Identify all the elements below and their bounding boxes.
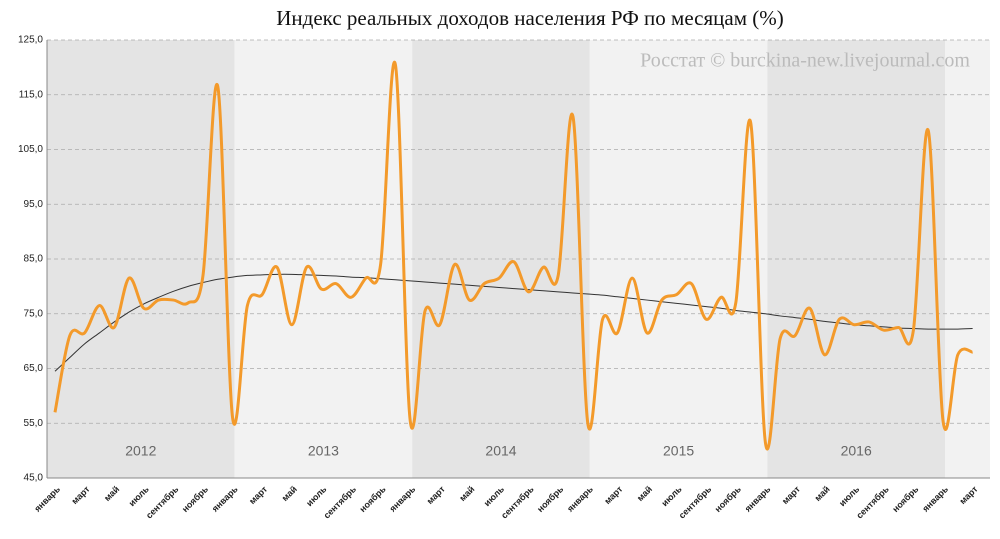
year-band bbox=[412, 40, 590, 478]
year-label: 2012 bbox=[125, 443, 156, 459]
x-tick-label: март bbox=[70, 484, 93, 507]
year-label: 2015 bbox=[663, 443, 694, 459]
x-tick-label: март bbox=[958, 484, 981, 507]
x-tick-label: март bbox=[780, 484, 803, 507]
x-tick-label: ноябрь bbox=[535, 484, 565, 514]
x-tick-label: март bbox=[602, 484, 625, 507]
x-tick-label: май bbox=[813, 484, 832, 503]
x-tick-label: ноябрь bbox=[358, 484, 388, 514]
x-tick-label: июль bbox=[127, 484, 152, 509]
y-tick-label: 45,0 bbox=[24, 473, 44, 484]
x-tick-label: июль bbox=[304, 484, 329, 509]
x-tick-label: январь bbox=[565, 484, 595, 514]
x-tick-label: ноябрь bbox=[890, 484, 920, 514]
y-tick-label: 85,0 bbox=[24, 254, 44, 265]
x-tick-label: январь bbox=[210, 484, 240, 514]
y-tick-label: 105,0 bbox=[18, 144, 43, 155]
x-tick-label: май bbox=[635, 484, 654, 503]
x-tick-label: июль bbox=[482, 484, 507, 509]
x-tick-label: март bbox=[425, 484, 448, 507]
x-tick-label: январь bbox=[387, 484, 417, 514]
x-tick-label: сентябрь bbox=[677, 484, 714, 521]
x-tick-label: сентябрь bbox=[854, 484, 891, 521]
x-tick-label: сентябрь bbox=[322, 484, 359, 521]
year-label: 2016 bbox=[841, 443, 872, 459]
x-tick-label: сентябрь bbox=[144, 484, 181, 521]
y-tick-label: 125,0 bbox=[18, 35, 43, 46]
x-tick-label: июль bbox=[659, 484, 684, 509]
x-tick-label: январь bbox=[32, 484, 62, 514]
y-tick-label: 65,0 bbox=[24, 363, 44, 374]
x-tick-label: май bbox=[457, 484, 476, 503]
y-tick-label: 95,0 bbox=[24, 199, 44, 210]
trend-line bbox=[54, 273, 973, 372]
year-label: 2014 bbox=[485, 443, 516, 459]
x-tick-label: май bbox=[102, 484, 121, 503]
y-tick-label: 75,0 bbox=[24, 308, 44, 319]
x-tick-label: январь bbox=[920, 484, 950, 514]
x-tick-label: ноябрь bbox=[713, 484, 743, 514]
y-tick-label: 115,0 bbox=[19, 89, 44, 100]
x-tick-label: январь bbox=[743, 484, 773, 514]
x-tick-label: май bbox=[280, 484, 299, 503]
data-line bbox=[53, 60, 973, 451]
x-tick-label: сентябрь bbox=[499, 484, 536, 521]
watermark: Росстат © burckina-new.livejournal.com bbox=[640, 50, 970, 72]
year-label: 2013 bbox=[308, 443, 339, 459]
y-tick-label: 55,0 bbox=[24, 418, 44, 429]
chart-title: Индекс реальных доходов населения РФ по … bbox=[276, 6, 784, 30]
x-tick-label: ноябрь bbox=[180, 484, 210, 514]
x-tick-label: март bbox=[247, 484, 270, 507]
x-tick-label: июль bbox=[837, 484, 862, 509]
